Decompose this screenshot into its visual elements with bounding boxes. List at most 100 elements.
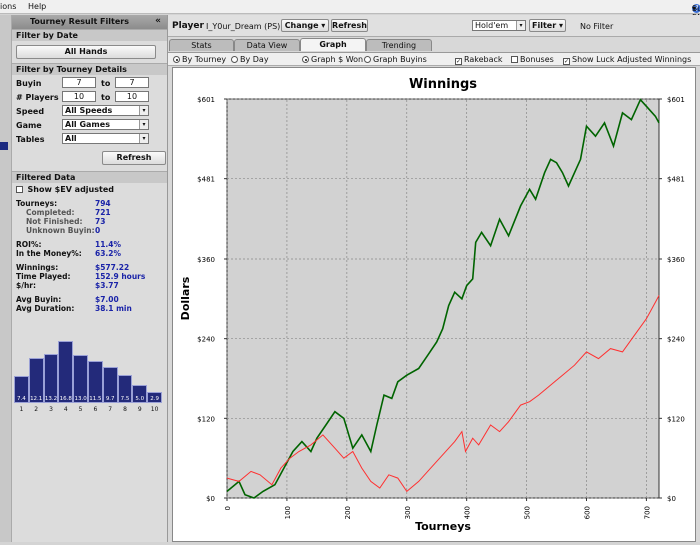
refresh-filters-button[interactable]: Refresh (102, 151, 166, 165)
all-hands-button[interactable]: All Hands (16, 45, 156, 59)
menu-options[interactable]: ions (0, 2, 17, 11)
y-tick-label: $481 (197, 176, 215, 184)
by-tourney-option[interactable]: By Tourney (173, 55, 226, 64)
game-select[interactable]: All Games ▾ (62, 119, 149, 130)
stat-row: Avg Duration: 38.1 min (12, 304, 167, 313)
players-from-input[interactable]: 10 (62, 91, 96, 102)
stat-value: 73 (95, 217, 106, 226)
x-tick-label: 100 (284, 506, 292, 519)
chevron-down-icon[interactable]: ▾ (516, 21, 525, 30)
stat-key: In the Money%: (16, 249, 82, 258)
buyin-to-input[interactable]: 7 (115, 77, 149, 88)
histogram-bar (117, 375, 133, 403)
x-tick-label: 400 (464, 506, 472, 519)
buyin-from-input[interactable]: 7 (62, 77, 96, 88)
filters-sidebar: Tourney Result Filters « Filter by Date … (12, 15, 168, 542)
stat-row: Completed: 721 (12, 208, 167, 217)
sidebar-header: Tourney Result Filters « (12, 15, 167, 29)
stat-row: Avg Buyin: $7.00 (12, 295, 167, 304)
filter-by-date-heading: Filter by Date (12, 29, 167, 41)
bonuses-checkbox[interactable] (511, 56, 518, 63)
histogram-bar (147, 392, 162, 403)
histogram-bar (88, 360, 103, 403)
stat-value: 11.4% (95, 240, 122, 249)
histogram-bar (132, 384, 148, 403)
stat-key: Tourneys: (16, 199, 58, 208)
stat-value: 63.2% (95, 249, 122, 258)
tables-select[interactable]: All ▾ (62, 133, 149, 144)
rakeback-checkbox[interactable]: ✓ (455, 58, 462, 65)
stat-row: Not Finished: 73 (12, 217, 167, 226)
players-to-label: to (101, 93, 111, 102)
by-day-option[interactable]: By Day (231, 55, 269, 64)
histogram-place-label: 1 (19, 406, 24, 413)
speed-label: Speed (16, 107, 45, 116)
stat-row: Tourneys: 794 (12, 199, 167, 208)
show-ev-checkbox[interactable] (16, 186, 23, 193)
change-player-button[interactable]: Change ▾ (281, 19, 329, 32)
rakeback-option[interactable]: ✓ Rakeback (455, 55, 503, 65)
x-tick-label: 200 (344, 506, 352, 519)
chevron-down-icon[interactable]: ▾ (139, 106, 148, 115)
by-tourney-radio[interactable] (173, 56, 180, 63)
histogram-bar-label: 7.4 (17, 396, 26, 402)
game-type-select[interactable]: Hold'em ▾ (472, 20, 526, 31)
histogram-bar (43, 354, 59, 403)
stat-row: In the Money%: 63.2% (12, 249, 167, 258)
histogram-place-label: 9 (137, 406, 142, 413)
histogram-bar-label: 2.9 (150, 396, 159, 402)
histogram-bar (14, 375, 29, 403)
stat-row: ROI%: 11.4% (12, 240, 167, 249)
x-tick-label: 300 (404, 506, 412, 519)
histogram-bar (102, 367, 118, 403)
winnings-chart: $0 $0 $120 $120 $240 $240 $360 $360 $481 $481 $601… (172, 67, 696, 542)
collapse-icon[interactable]: « (155, 16, 161, 26)
tab-graph[interactable]: Graph (300, 38, 366, 51)
menu-help[interactable]: Help (28, 2, 47, 11)
tables-value: All (65, 134, 77, 143)
luck-checkbox[interactable]: ✓ (563, 58, 570, 65)
tab-trending[interactable]: Trending (366, 39, 432, 51)
chevron-down-icon[interactable]: ▾ (139, 134, 148, 143)
x-tick-label: 600 (584, 506, 592, 519)
histogram-bar (73, 355, 88, 403)
buyin-to-label: to (101, 79, 111, 88)
winnings-chart-svg: $0 $0 $120 $120 $240 $240 $360 $360 $481 $481 $601… (179, 77, 685, 533)
stat-key: Time Played: (16, 272, 71, 281)
tab-stats[interactable]: Stats (169, 39, 234, 51)
histogram-place-label: 4 (63, 406, 68, 413)
chevron-down-icon: ▾ (558, 21, 563, 30)
histogram-bar (58, 341, 74, 403)
bonuses-label: Bonuses (520, 55, 554, 64)
graph-buyins-label: Graph Buyins (373, 55, 427, 64)
tab-data-view[interactable]: Data View (234, 39, 300, 51)
speed-select[interactable]: All Speeds ▾ (62, 105, 149, 116)
stat-row: Unknown Buyin: 0 (12, 226, 167, 235)
players-to-input[interactable]: 10 (115, 91, 149, 102)
no-filter-text: No Filter (580, 22, 614, 31)
graph-won-option[interactable]: Graph $ Won (302, 55, 363, 64)
histogram-place-label: 10 (150, 406, 159, 413)
filter-button[interactable]: Filter ▾ (529, 19, 566, 32)
stat-key: Not Finished: (26, 217, 83, 226)
game-type-value: Hold'em (475, 21, 509, 30)
luck-adjusted-line (226, 295, 660, 493)
chevron-down-icon: ▾ (321, 21, 326, 30)
y-tick-label: $240 (197, 336, 215, 344)
chevron-down-icon[interactable]: ▾ (139, 120, 148, 129)
by-day-radio[interactable] (231, 56, 238, 63)
graph-buyins-radio[interactable] (364, 56, 371, 63)
y-tick-label-right: $360 (667, 256, 685, 264)
player-toolbar: Player I_Y0ur_Dream (PS) Change ▾ Refres… (168, 15, 700, 37)
stat-value: 721 (95, 208, 111, 217)
sidebar-edge (0, 15, 12, 542)
y-tick-label-right: $601 (667, 96, 685, 104)
graph-won-radio[interactable] (302, 56, 309, 63)
bonuses-option[interactable]: Bonuses (511, 55, 554, 64)
histogram-bar-label: 11.5 (89, 396, 102, 402)
x-tick-label: 500 (524, 506, 532, 519)
stat-value: 152.9 hours (95, 272, 146, 281)
refresh-player-button[interactable]: Refresh (331, 19, 368, 32)
graph-buyins-option[interactable]: Graph Buyins (364, 55, 427, 64)
luck-option[interactable]: ✓ Show Luck Adjusted Winnings (563, 55, 691, 65)
